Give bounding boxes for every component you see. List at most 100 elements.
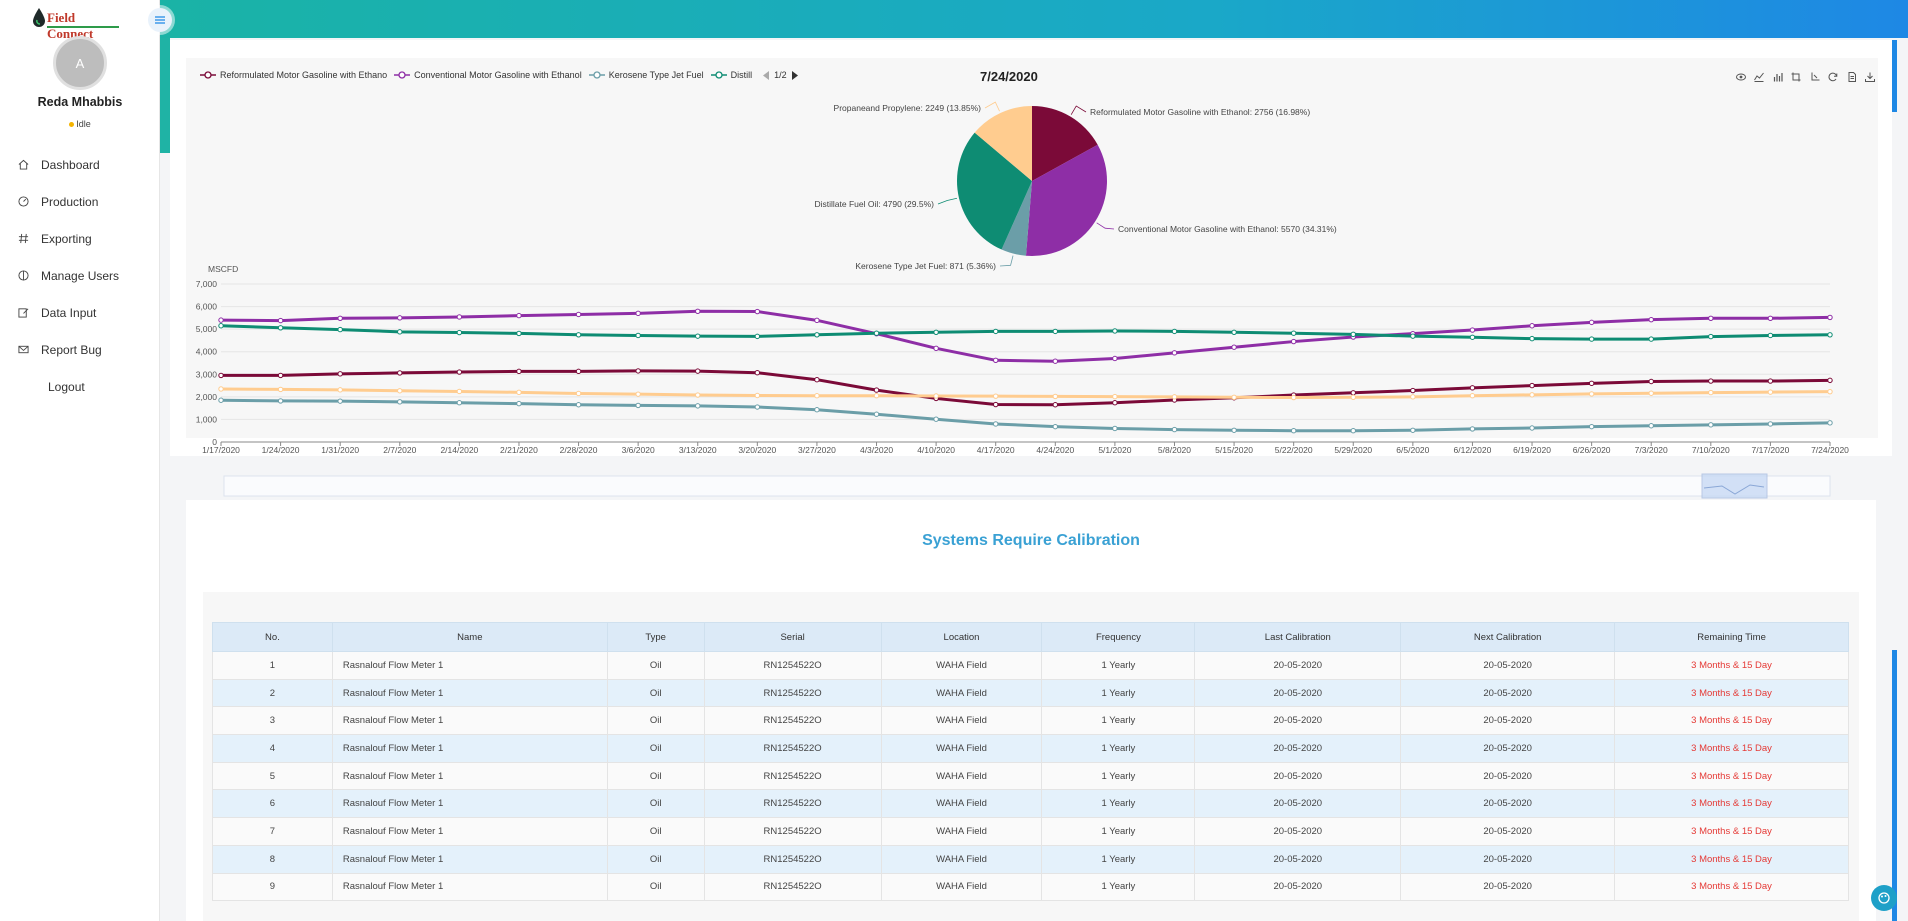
header-row: No. Name Type Serial Location Frequency … (212, 622, 1849, 652)
data-point (993, 328, 999, 335)
next-page-icon[interactable] (791, 70, 798, 80)
series-line (221, 369, 1831, 407)
data-point (1708, 315, 1714, 322)
col-remaining-time[interactable]: Remaining Time (1614, 622, 1849, 652)
col-last-calibration[interactable]: Last Calibration (1194, 622, 1402, 652)
data-point (1469, 385, 1476, 391)
cell-remaining-time: 3 Months & 15 Day (1614, 789, 1849, 819)
cell-no: 8 (212, 844, 333, 874)
user-avatar[interactable]: A (53, 36, 107, 90)
table-row[interactable]: 6 Rasnalouf Flow Meter 1 Oil RN1254522O WAHA… (212, 789, 1849, 819)
menu-toggle-button[interactable] (148, 8, 172, 32)
data-point (337, 326, 343, 333)
cell-location: WAHA Field (880, 817, 1043, 846)
data-point (277, 317, 284, 324)
table-row[interactable]: 3 Rasnalouf Flow Meter 1 Oil RN1254522O WAHA… (212, 706, 1849, 736)
cell-location: WAHA Field (880, 734, 1043, 763)
logo[interactable]: Field Connect (32, 6, 124, 41)
pie-label: Distillate Fuel Oil: 4790 (29.5%) (814, 199, 934, 209)
col-name[interactable]: Name (331, 622, 608, 652)
pie-label-line (984, 101, 1000, 112)
table-row[interactable]: 7 Rasnalouf Flow Meter 1 Oil RN1254522O WAHA… (212, 817, 1849, 846)
data-point (1410, 387, 1416, 394)
data-point (1708, 378, 1714, 384)
sidebar-item-dashboard[interactable]: Dashboard (0, 146, 160, 183)
data-point (277, 398, 284, 404)
x-tick-label: 7/10/2020 (1692, 445, 1730, 455)
x-tick-label: 5/15/2020 (1215, 445, 1253, 455)
sidebar-item-manage-users[interactable]: Manage Users (0, 257, 160, 294)
legend-marker-icon (710, 71, 727, 79)
cell-type: Oil (606, 789, 705, 819)
download-icon[interactable] (1865, 72, 1875, 82)
data-point (277, 386, 284, 393)
table-row[interactable]: 1 Rasnalouf Flow Meter 1 Oil RN1254522O WAHA… (212, 651, 1849, 680)
col-frequency[interactable]: Frequency (1041, 622, 1196, 652)
x-tick-label: 4/17/2020 (977, 445, 1015, 455)
sidebar-item-report-bug[interactable]: Report Bug (0, 331, 160, 368)
hash-icon (17, 233, 29, 245)
scrollbar-thumb[interactable] (1892, 40, 1897, 112)
data-point (1648, 390, 1654, 396)
x-tick-label: 5/29/2020 (1334, 445, 1372, 455)
col-no[interactable]: No. (212, 622, 333, 652)
cell-next-calibration: 20-05-2020 (1400, 872, 1616, 902)
table-row[interactable]: 4 Rasnalouf Flow Meter 1 Oil RN1254522O WAHA… (212, 734, 1849, 763)
data-point (1648, 423, 1654, 429)
cell-name: Rasnalouf Flow Meter 1 (331, 734, 608, 763)
sidebar-item-production[interactable]: Production (0, 183, 160, 220)
cell-last-calibration: 20-05-2020 (1194, 651, 1402, 680)
legend-item-reformulated[interactable]: Reformulated Motor Gasoline with Ethano (200, 70, 387, 80)
cell-no: 6 (212, 789, 333, 819)
col-serial[interactable]: Serial (703, 622, 882, 652)
sidebar-item-label: Production (41, 194, 99, 209)
col-next-calibration[interactable]: Next Calibration (1400, 622, 1616, 652)
data-point (1231, 394, 1237, 401)
data-point (337, 315, 343, 322)
data-point (1410, 394, 1416, 400)
cell-frequency: 1 Yearly (1041, 678, 1196, 708)
table-row[interactable]: 8 Rasnalouf Flow Meter 1 Oil RN1254522O WAHA… (212, 844, 1849, 874)
table-row[interactable]: 5 Rasnalouf Flow Meter 1 Oil RN1254522O WAHA… (212, 761, 1849, 791)
table-row[interactable]: 9 Rasnalouf Flow Meter 1 Oil RN1254522O WAHA… (212, 872, 1849, 902)
view-data-icon[interactable] (1735, 72, 1746, 82)
data-point (516, 368, 522, 375)
prev-page-icon[interactable] (763, 70, 770, 80)
bar-chart-icon[interactable] (1773, 72, 1783, 82)
data-point (218, 397, 224, 403)
line-chart-icon[interactable] (1754, 72, 1764, 82)
document-icon[interactable] (1847, 72, 1857, 82)
data-point (456, 388, 463, 395)
zoom-reset-icon[interactable] (1810, 72, 1820, 82)
sidebar-item-logout[interactable]: Logout (0, 368, 160, 405)
calibration-section: Systems Require Calibration No. Name Typ… (186, 500, 1876, 921)
refresh-icon[interactable] (1828, 72, 1838, 82)
series-line (220, 309, 1831, 363)
zoom-icon[interactable] (1791, 72, 1801, 82)
legend-item-conventional[interactable]: Conventional Motor Gasoline with Ethanol (394, 70, 582, 80)
sidebar-item-label: Exporting (41, 231, 92, 246)
scrollbar-track[interactable] (1892, 650, 1897, 921)
table-row[interactable]: 2 Rasnalouf Flow Meter 1 Oil RN1254522O WAHA… (212, 678, 1849, 708)
cell-next-calibration: 20-05-2020 (1400, 734, 1616, 763)
col-location[interactable]: Location (880, 622, 1043, 652)
data-point (218, 372, 224, 379)
x-tick-label: 2/28/2020 (560, 445, 598, 455)
x-tick-label: 5/22/2020 (1275, 445, 1313, 455)
calibration-table: No. Name Type Serial Location Frequency … (212, 622, 1849, 902)
calibration-table-card: No. Name Type Serial Location Frequency … (203, 592, 1859, 921)
legend-item-kerosene[interactable]: Kerosene Type Jet Fuel (588, 70, 704, 80)
cell-serial: RN1254522O (703, 789, 882, 819)
sidebar-item-data-input[interactable]: Data Input (0, 294, 160, 331)
legend-item-distillate[interactable]: Distill (710, 70, 752, 80)
data-point (1588, 336, 1595, 342)
cell-next-calibration: 20-05-2020 (1400, 761, 1616, 791)
data-point (218, 323, 224, 329)
sidebar-item-exporting[interactable]: Exporting (0, 220, 160, 257)
col-type[interactable]: Type (606, 622, 705, 652)
cell-next-calibration: 20-05-2020 (1400, 789, 1616, 819)
theme-button[interactable] (1871, 885, 1897, 911)
x-tick-label: 2/14/2020 (440, 445, 478, 455)
user-status: Idle (0, 119, 160, 129)
